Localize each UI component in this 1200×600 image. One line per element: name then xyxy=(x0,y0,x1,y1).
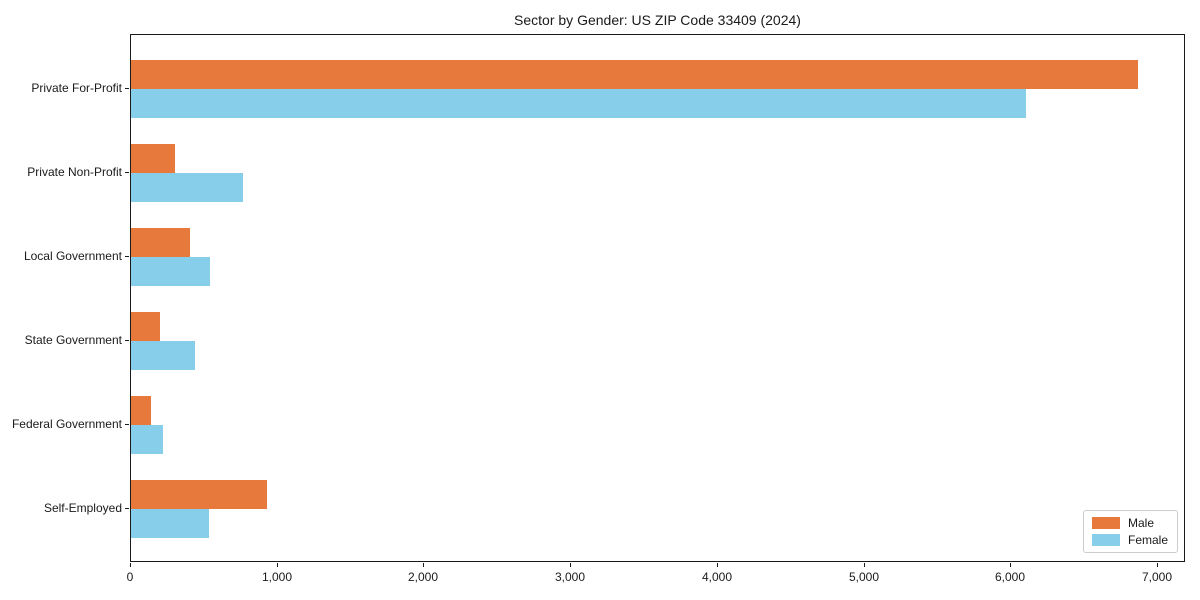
y-tick-mark xyxy=(125,88,129,89)
bar-male-self-employed xyxy=(131,480,267,509)
x-axis-label-0: 0 xyxy=(126,570,134,584)
x-tick-mark xyxy=(864,563,865,567)
chart-title: Sector by Gender: US ZIP Code 33409 (202… xyxy=(514,12,801,28)
bar-female-private-non-profit xyxy=(131,173,243,202)
x-axis-label-3-000: 3,000 xyxy=(554,570,586,584)
bar-female-federal-government xyxy=(131,425,163,454)
legend: Male Female xyxy=(1082,510,1178,553)
x-tick-mark xyxy=(423,563,424,567)
y-tick-mark xyxy=(125,172,129,173)
y-axis-label-federal-government: Federal Government xyxy=(11,417,122,431)
legend-entry-male: Male xyxy=(1091,516,1168,530)
legend-entry-female: Female xyxy=(1091,533,1168,547)
x-tick-mark xyxy=(717,563,718,567)
bar-male-federal-government xyxy=(131,396,151,425)
x-axis-label-4-000: 4,000 xyxy=(701,570,733,584)
y-tick-mark xyxy=(125,508,129,509)
legend-label-female: Female xyxy=(1127,533,1168,547)
bar-female-self-employed xyxy=(131,509,209,538)
bar-male-state-government xyxy=(131,312,160,341)
y-tick-mark xyxy=(125,424,129,425)
x-tick-mark xyxy=(277,563,278,567)
y-tick-mark xyxy=(125,340,129,341)
x-tick-mark xyxy=(1010,563,1011,567)
bar-male-private-for-profit xyxy=(131,60,1138,89)
y-axis-label-self-employed: Self-Employed xyxy=(43,501,122,515)
y-axis-label-private-for-profit: Private For-Profit xyxy=(31,81,122,95)
bar-male-local-government xyxy=(131,228,190,257)
bar-female-state-government xyxy=(131,341,195,370)
y-axis-label-private-non-profit: Private Non-Profit xyxy=(27,165,122,179)
legend-swatch-female xyxy=(1091,534,1120,546)
x-tick-mark xyxy=(570,563,571,567)
x-axis-label-1-000: 1,000 xyxy=(261,570,293,584)
x-tick-mark xyxy=(1157,563,1158,567)
plot-area: Male Female xyxy=(130,34,1185,562)
y-tick-mark xyxy=(125,256,129,257)
x-axis-label-2-000: 2,000 xyxy=(407,570,439,584)
x-axis-label-7-000: 7,000 xyxy=(1141,570,1173,584)
bar-male-private-non-profit xyxy=(131,144,175,173)
bar-female-private-for-profit xyxy=(131,89,1026,118)
y-axis-label-local-government: Local Government xyxy=(23,249,122,263)
legend-swatch-male xyxy=(1091,517,1120,529)
legend-label-male: Male xyxy=(1127,516,1154,530)
bar-female-local-government xyxy=(131,257,210,286)
x-axis-label-5-000: 5,000 xyxy=(848,570,880,584)
x-tick-mark xyxy=(130,563,131,567)
y-axis-label-state-government: State Government xyxy=(24,333,122,347)
x-axis-label-6-000: 6,000 xyxy=(994,570,1026,584)
